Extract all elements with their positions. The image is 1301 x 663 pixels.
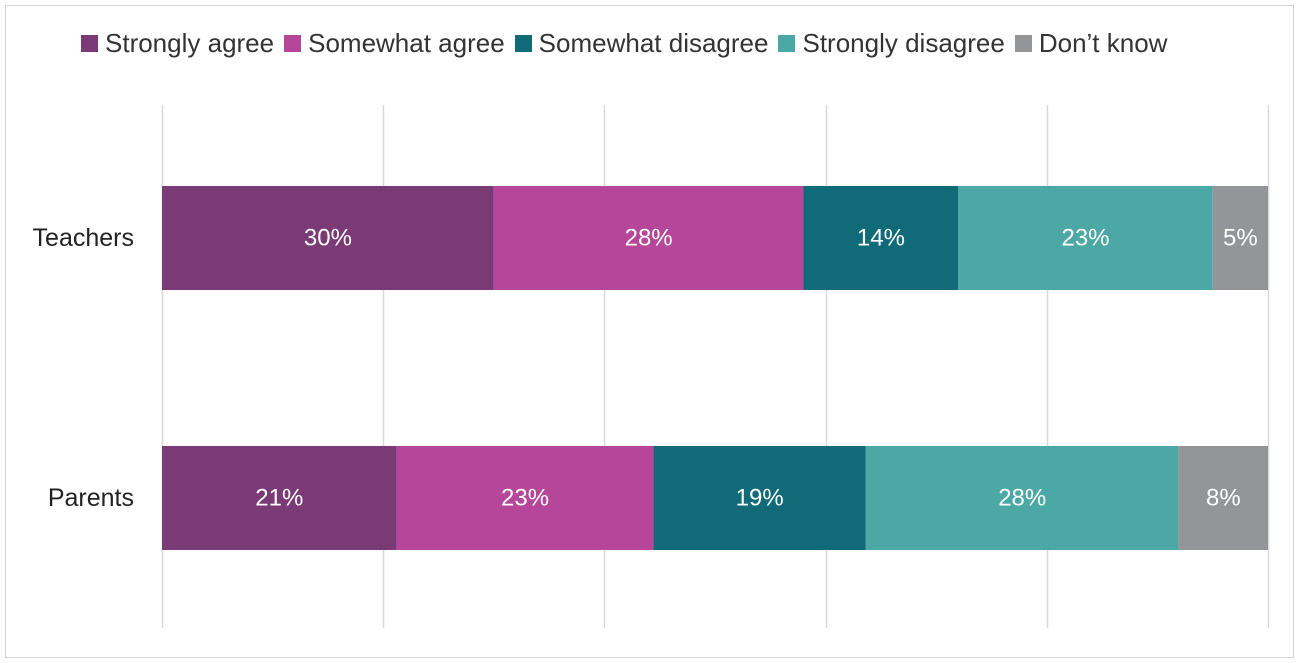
legend-swatch-dont-know bbox=[1014, 35, 1032, 52]
category-label-parents: Parents bbox=[48, 484, 134, 512]
bar-teachers-somewhat-agree bbox=[493, 186, 804, 290]
data-label-teachers-somewhat-disagree: 14% bbox=[857, 225, 905, 252]
legend-item-somewhat-agree: Somewhat agree bbox=[284, 28, 505, 59]
data-label-teachers-strongly-agree: 30% bbox=[304, 225, 352, 252]
legend-swatch-strongly-agree bbox=[81, 35, 98, 52]
legend-item-strongly-disagree: Strongly disagree bbox=[778, 28, 1005, 59]
data-label-parents-strongly-disagree: 28% bbox=[998, 485, 1046, 512]
legend-swatch-somewhat-disagree bbox=[514, 35, 532, 52]
legend-item-dont-know: Don’t know bbox=[1014, 28, 1168, 59]
legend-item-somewhat-disagree: Somewhat disagree bbox=[514, 28, 769, 59]
legend-label-dont-know: Don’t know bbox=[1038, 28, 1168, 58]
legend-swatch-somewhat-agree bbox=[284, 35, 302, 52]
data-label-parents-don-t-know: 8% bbox=[1206, 485, 1241, 512]
bar-teachers-somewhat-disagree bbox=[803, 186, 959, 290]
bar-parents-strongly-disagree bbox=[865, 446, 1179, 550]
bar-segments bbox=[162, 186, 1268, 550]
legend-label-strongly-disagree: Strongly disagree bbox=[802, 28, 1005, 58]
data-label-teachers-strongly-disagree: 23% bbox=[1061, 225, 1109, 252]
legend-label-strongly-agree: Strongly agree bbox=[105, 28, 275, 58]
chart-text: Teachers 30% 28% 14% 23% 5% Parents 21% 23% 19% 28… bbox=[33, 224, 1258, 512]
legend-item-strongly-agree: Strongly agree bbox=[81, 28, 274, 59]
bar-teachers-strongly-agree bbox=[162, 186, 494, 290]
data-label-parents-strongly-agree: 21% bbox=[255, 485, 303, 512]
bar-parents-don-t-know bbox=[1178, 446, 1268, 550]
chart-legend: Strongly agree Somewhat agree Somewhat d… bbox=[81, 28, 1177, 59]
category-label-teachers: Teachers bbox=[33, 224, 134, 252]
bar-teachers-don-t-know bbox=[1212, 186, 1268, 290]
data-label-parents-somewhat-agree: 23% bbox=[501, 485, 549, 512]
legend-swatch-strongly-disagree bbox=[778, 35, 796, 52]
data-label-teachers-somewhat-agree: 28% bbox=[625, 225, 673, 252]
data-label-teachers-don-t-know: 5% bbox=[1223, 225, 1258, 252]
bar-parents-somewhat-agree bbox=[396, 446, 654, 550]
bar-teachers-strongly-disagree bbox=[958, 186, 1213, 290]
legend-label-somewhat-disagree: Somewhat disagree bbox=[538, 28, 769, 58]
data-label-parents-somewhat-disagree: 19% bbox=[736, 485, 784, 512]
legend-label-somewhat-agree: Somewhat agree bbox=[308, 28, 505, 58]
bar-parents-strongly-agree bbox=[162, 446, 397, 550]
bar-parents-somewhat-disagree bbox=[653, 446, 866, 550]
